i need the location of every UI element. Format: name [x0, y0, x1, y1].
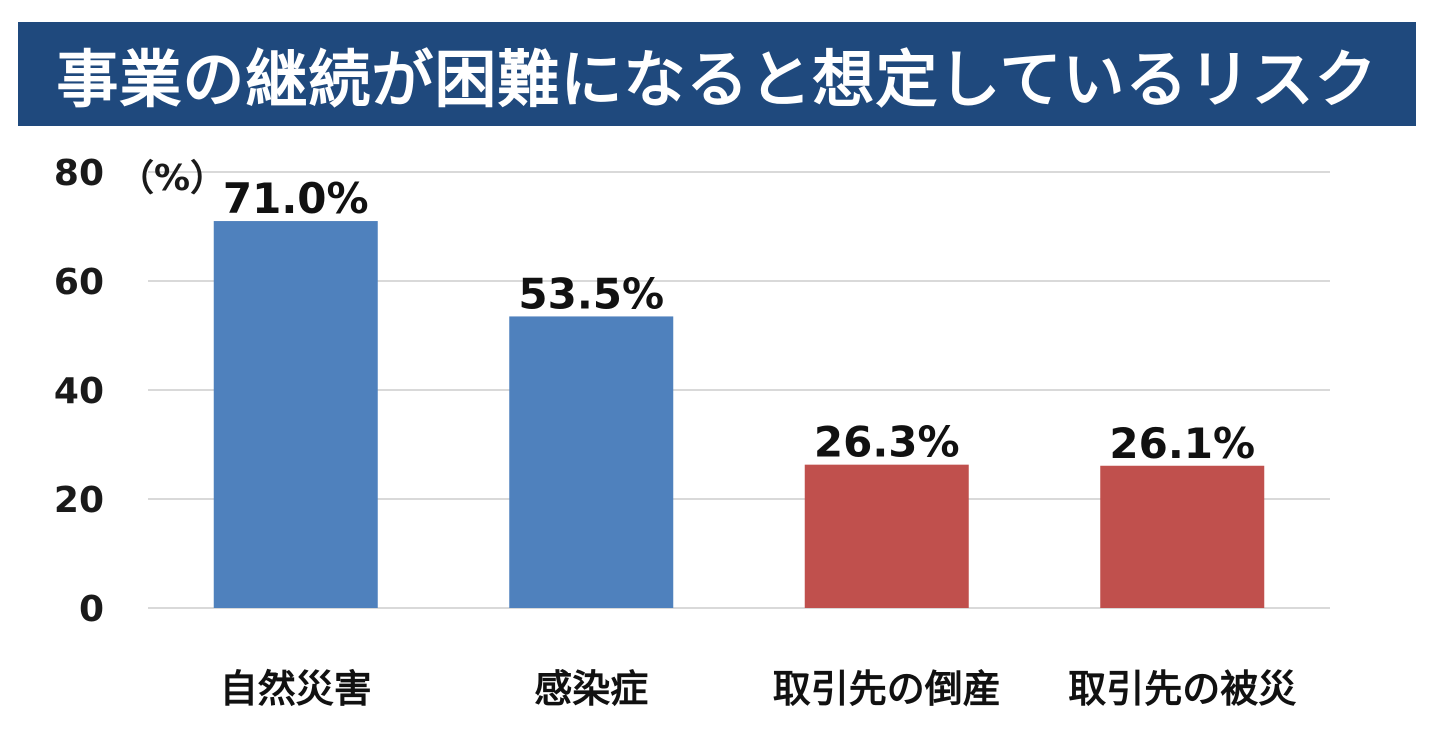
y-axis-unit-label: （%）: [118, 158, 226, 199]
bar-data-label: 26.3%: [814, 418, 960, 467]
bar-data-label: 71.0%: [223, 174, 369, 223]
x-category-label: 自然災害: [220, 667, 372, 711]
title-banner: 事業の継続が困難になると想定しているリスク: [18, 22, 1416, 126]
bars: [213, 221, 1265, 609]
y-tick-label: 60: [54, 262, 104, 303]
y-tick-label: 80: [54, 153, 104, 194]
bar: [213, 221, 378, 609]
x-category-label: 取引先の被災: [1068, 667, 1296, 711]
x-axis-categories: 自然災害 感染症 取引先の倒産 取引先の被災: [220, 667, 1297, 711]
y-tick-label: 0: [79, 589, 104, 630]
bar: [509, 316, 674, 608]
bar-data-label: 26.1%: [1109, 419, 1255, 468]
x-category-label: 感染症: [534, 667, 648, 711]
bar: [1100, 465, 1265, 608]
y-axis-ticks: 0 20 40 60 80: [54, 153, 104, 630]
y-tick-label: 40: [54, 371, 104, 412]
bar-data-label: 53.5%: [518, 269, 664, 318]
bar: [804, 464, 969, 608]
x-category-label: 取引先の倒産: [773, 667, 1001, 711]
data-labels: 71.0% 53.5% 26.3% 26.1%: [223, 174, 1255, 468]
y-tick-label: 20: [54, 480, 104, 521]
chart-title: 事業の継続が困難になると想定しているリスク: [56, 43, 1378, 116]
